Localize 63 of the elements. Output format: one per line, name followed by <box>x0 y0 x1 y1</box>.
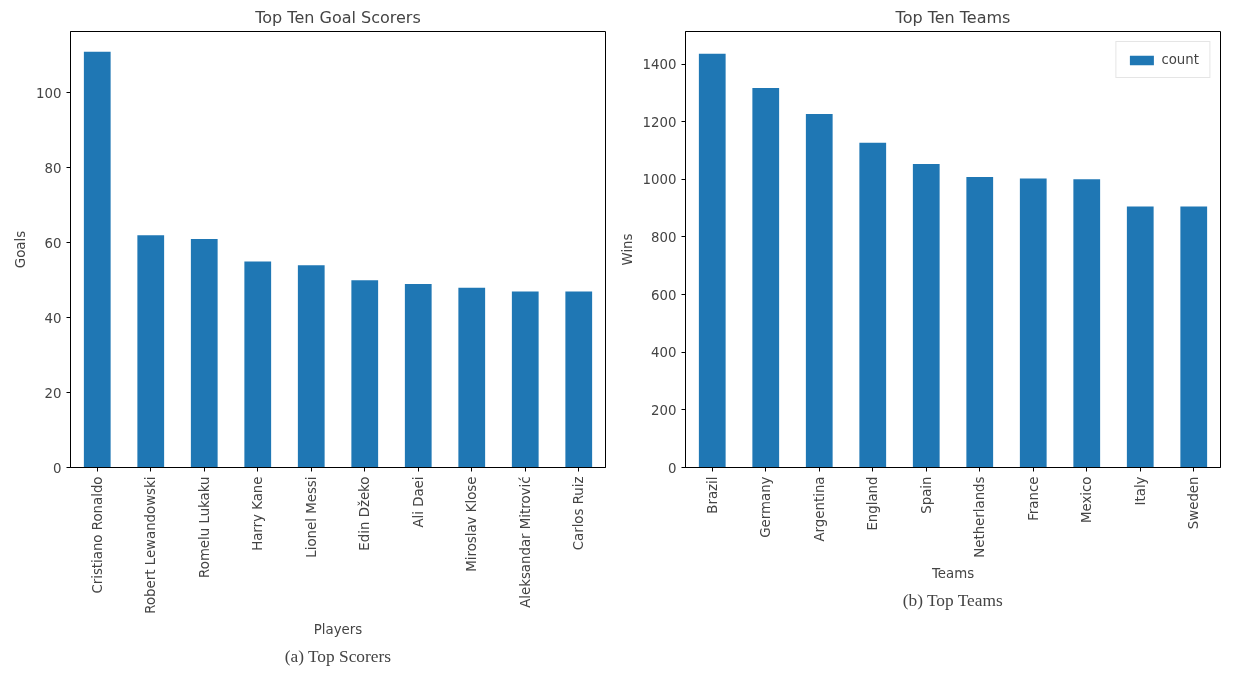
y-axis-title: Goals <box>13 230 29 269</box>
x-tick-label: Romelu Lukaku <box>196 476 212 578</box>
y-tick-label: 20 <box>44 385 62 401</box>
bar <box>859 142 887 468</box>
y-tick-label: 100 <box>36 85 62 101</box>
bar <box>565 291 593 468</box>
y-axis-title: Wins <box>619 233 635 266</box>
x-tick-label: Aleksandar Mitrović <box>517 476 533 608</box>
x-tick-label: Germany <box>758 476 774 538</box>
y-tick-label: 40 <box>44 310 62 326</box>
bar <box>83 51 111 468</box>
x-tick-label: Italy <box>1132 476 1148 506</box>
x-axis-title: Players <box>313 621 363 637</box>
x-tick-label: Edin Džeko <box>357 476 373 551</box>
bar <box>1126 206 1154 468</box>
bar <box>752 87 780 468</box>
chart-title: Top Ten Goal Scorers <box>254 7 421 27</box>
bar <box>966 177 994 468</box>
bar <box>404 283 432 468</box>
x-tick-label: Miroslav Klose <box>464 476 480 572</box>
x-tick-label: Cristiano Ronaldo <box>89 476 105 594</box>
x-tick-label: Mexico <box>1079 476 1095 524</box>
bar <box>297 265 325 468</box>
y-tick-label: 400 <box>651 345 677 361</box>
bar <box>1019 178 1047 468</box>
y-tick-label: 0 <box>53 460 62 476</box>
y-tick-label: 1200 <box>642 114 677 130</box>
text: (a) Top Scorers <box>284 646 392 666</box>
bar <box>1180 206 1208 468</box>
y-tick-label: 1000 <box>642 172 677 188</box>
bar <box>351 280 379 468</box>
y-tick-label: 80 <box>44 160 62 176</box>
legend-label: count <box>1161 52 1199 67</box>
bar <box>912 164 940 468</box>
x-tick-label: Lionel Messi <box>303 476 319 558</box>
bar <box>458 287 486 468</box>
y-tick-label: 60 <box>44 235 62 251</box>
x-tick-label: Spain <box>918 476 934 514</box>
y-tick-label: 800 <box>651 229 677 245</box>
bar <box>698 53 726 468</box>
chart-title: Top Ten Teams <box>894 7 1011 27</box>
y-tick-label: 200 <box>651 402 677 418</box>
x-tick-label: Brazil <box>704 476 720 514</box>
text: (b) Top Teams <box>902 590 1003 610</box>
bar <box>244 261 272 468</box>
bar <box>805 113 833 468</box>
x-tick-label: Argentina <box>811 476 827 542</box>
bar <box>190 239 218 468</box>
x-tick-label: Robert Lewandowski <box>143 476 159 614</box>
x-tick-label: Carlos Ruiz <box>571 476 587 551</box>
bar <box>137 235 165 468</box>
x-tick-label: Sweden <box>1186 476 1202 530</box>
x-tick-label: England <box>865 476 881 531</box>
y-tick-label: 1400 <box>642 57 677 73</box>
bar <box>511 291 539 468</box>
y-tick-label: 0 <box>668 460 677 476</box>
x-tick-label: France <box>1025 476 1041 521</box>
x-tick-label: Harry Kane <box>250 476 266 551</box>
x-tick-label: Netherlands <box>972 476 988 558</box>
x-tick-label: Ali Daei <box>410 476 426 528</box>
bar <box>1073 179 1101 468</box>
y-tick-label: 600 <box>651 287 677 303</box>
x-axis-title: Teams <box>930 565 975 581</box>
